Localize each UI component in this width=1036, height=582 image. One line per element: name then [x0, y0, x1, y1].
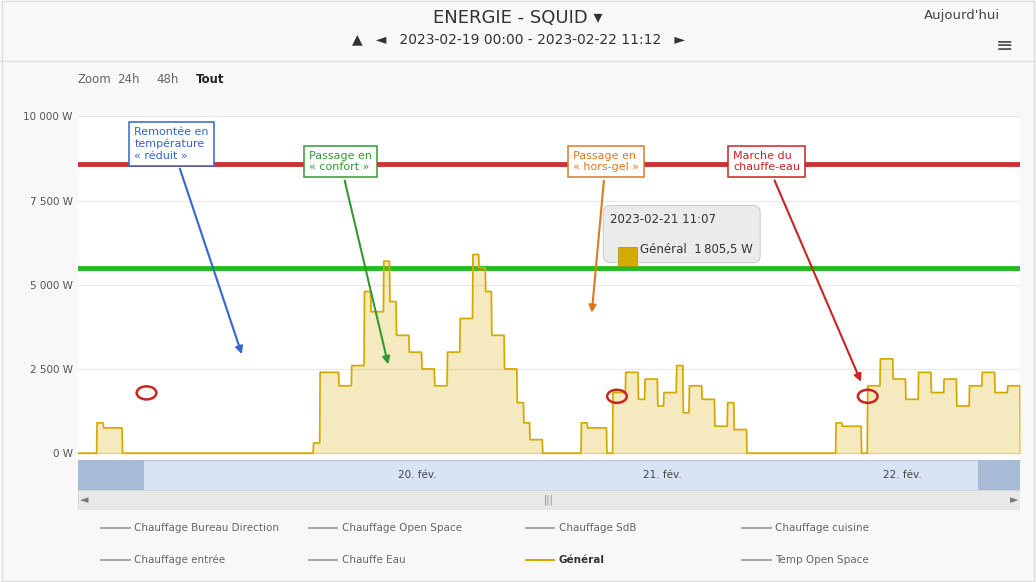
Bar — [978, 460, 1020, 490]
Text: Temp Open Space: Temp Open Space — [775, 555, 869, 565]
Text: ▲   ◄   2023-02-19 00:00 - 2023-02-22 11:12   ►: ▲ ◄ 2023-02-19 00:00 - 2023-02-22 11:12 … — [351, 32, 685, 46]
Text: Passage en
« confort »: Passage en « confort » — [309, 151, 390, 362]
Text: 48h: 48h — [156, 73, 179, 86]
Text: Aujourd'hui: Aujourd'hui — [924, 9, 1000, 22]
Text: Chauffage SdB: Chauffage SdB — [558, 523, 636, 533]
Text: Tout: Tout — [196, 73, 225, 86]
Text: Zoom: Zoom — [78, 73, 112, 86]
Text: 21. fév.: 21. fév. — [642, 470, 682, 480]
Text: ►: ► — [1010, 495, 1018, 505]
Text: 2023-02-21 11:07

        Général  1 805,5 W: 2023-02-21 11:07 Général 1 805,5 W — [610, 212, 753, 255]
Text: Chauffage cuisine: Chauffage cuisine — [775, 523, 869, 533]
Text: 22. fév.: 22. fév. — [884, 470, 922, 480]
Text: ENERGIE - SQUID ▾: ENERGIE - SQUID ▾ — [433, 9, 603, 27]
Text: Remontée en
température
« réduit »: Remontée en température « réduit » — [135, 127, 242, 352]
Text: Passage en
« hors-gel »: Passage en « hors-gel » — [573, 151, 638, 311]
Text: Général: Général — [558, 555, 605, 565]
Text: ◄: ◄ — [80, 495, 88, 505]
Bar — [617, 247, 637, 266]
Text: Chauffe Eau: Chauffe Eau — [342, 555, 405, 565]
Text: Chauffage Open Space: Chauffage Open Space — [342, 523, 462, 533]
Text: ≡: ≡ — [996, 36, 1013, 56]
Text: Marche du
chauffe-eau: Marche du chauffe-eau — [732, 151, 861, 379]
Text: 20. fév.: 20. fév. — [398, 470, 436, 480]
Text: |||: ||| — [544, 495, 554, 505]
Text: 24h: 24h — [117, 73, 140, 86]
Text: Chauffage entrée: Chauffage entrée — [135, 554, 226, 565]
Text: Chauffage Bureau Direction: Chauffage Bureau Direction — [135, 523, 280, 533]
Bar — [78, 460, 144, 490]
